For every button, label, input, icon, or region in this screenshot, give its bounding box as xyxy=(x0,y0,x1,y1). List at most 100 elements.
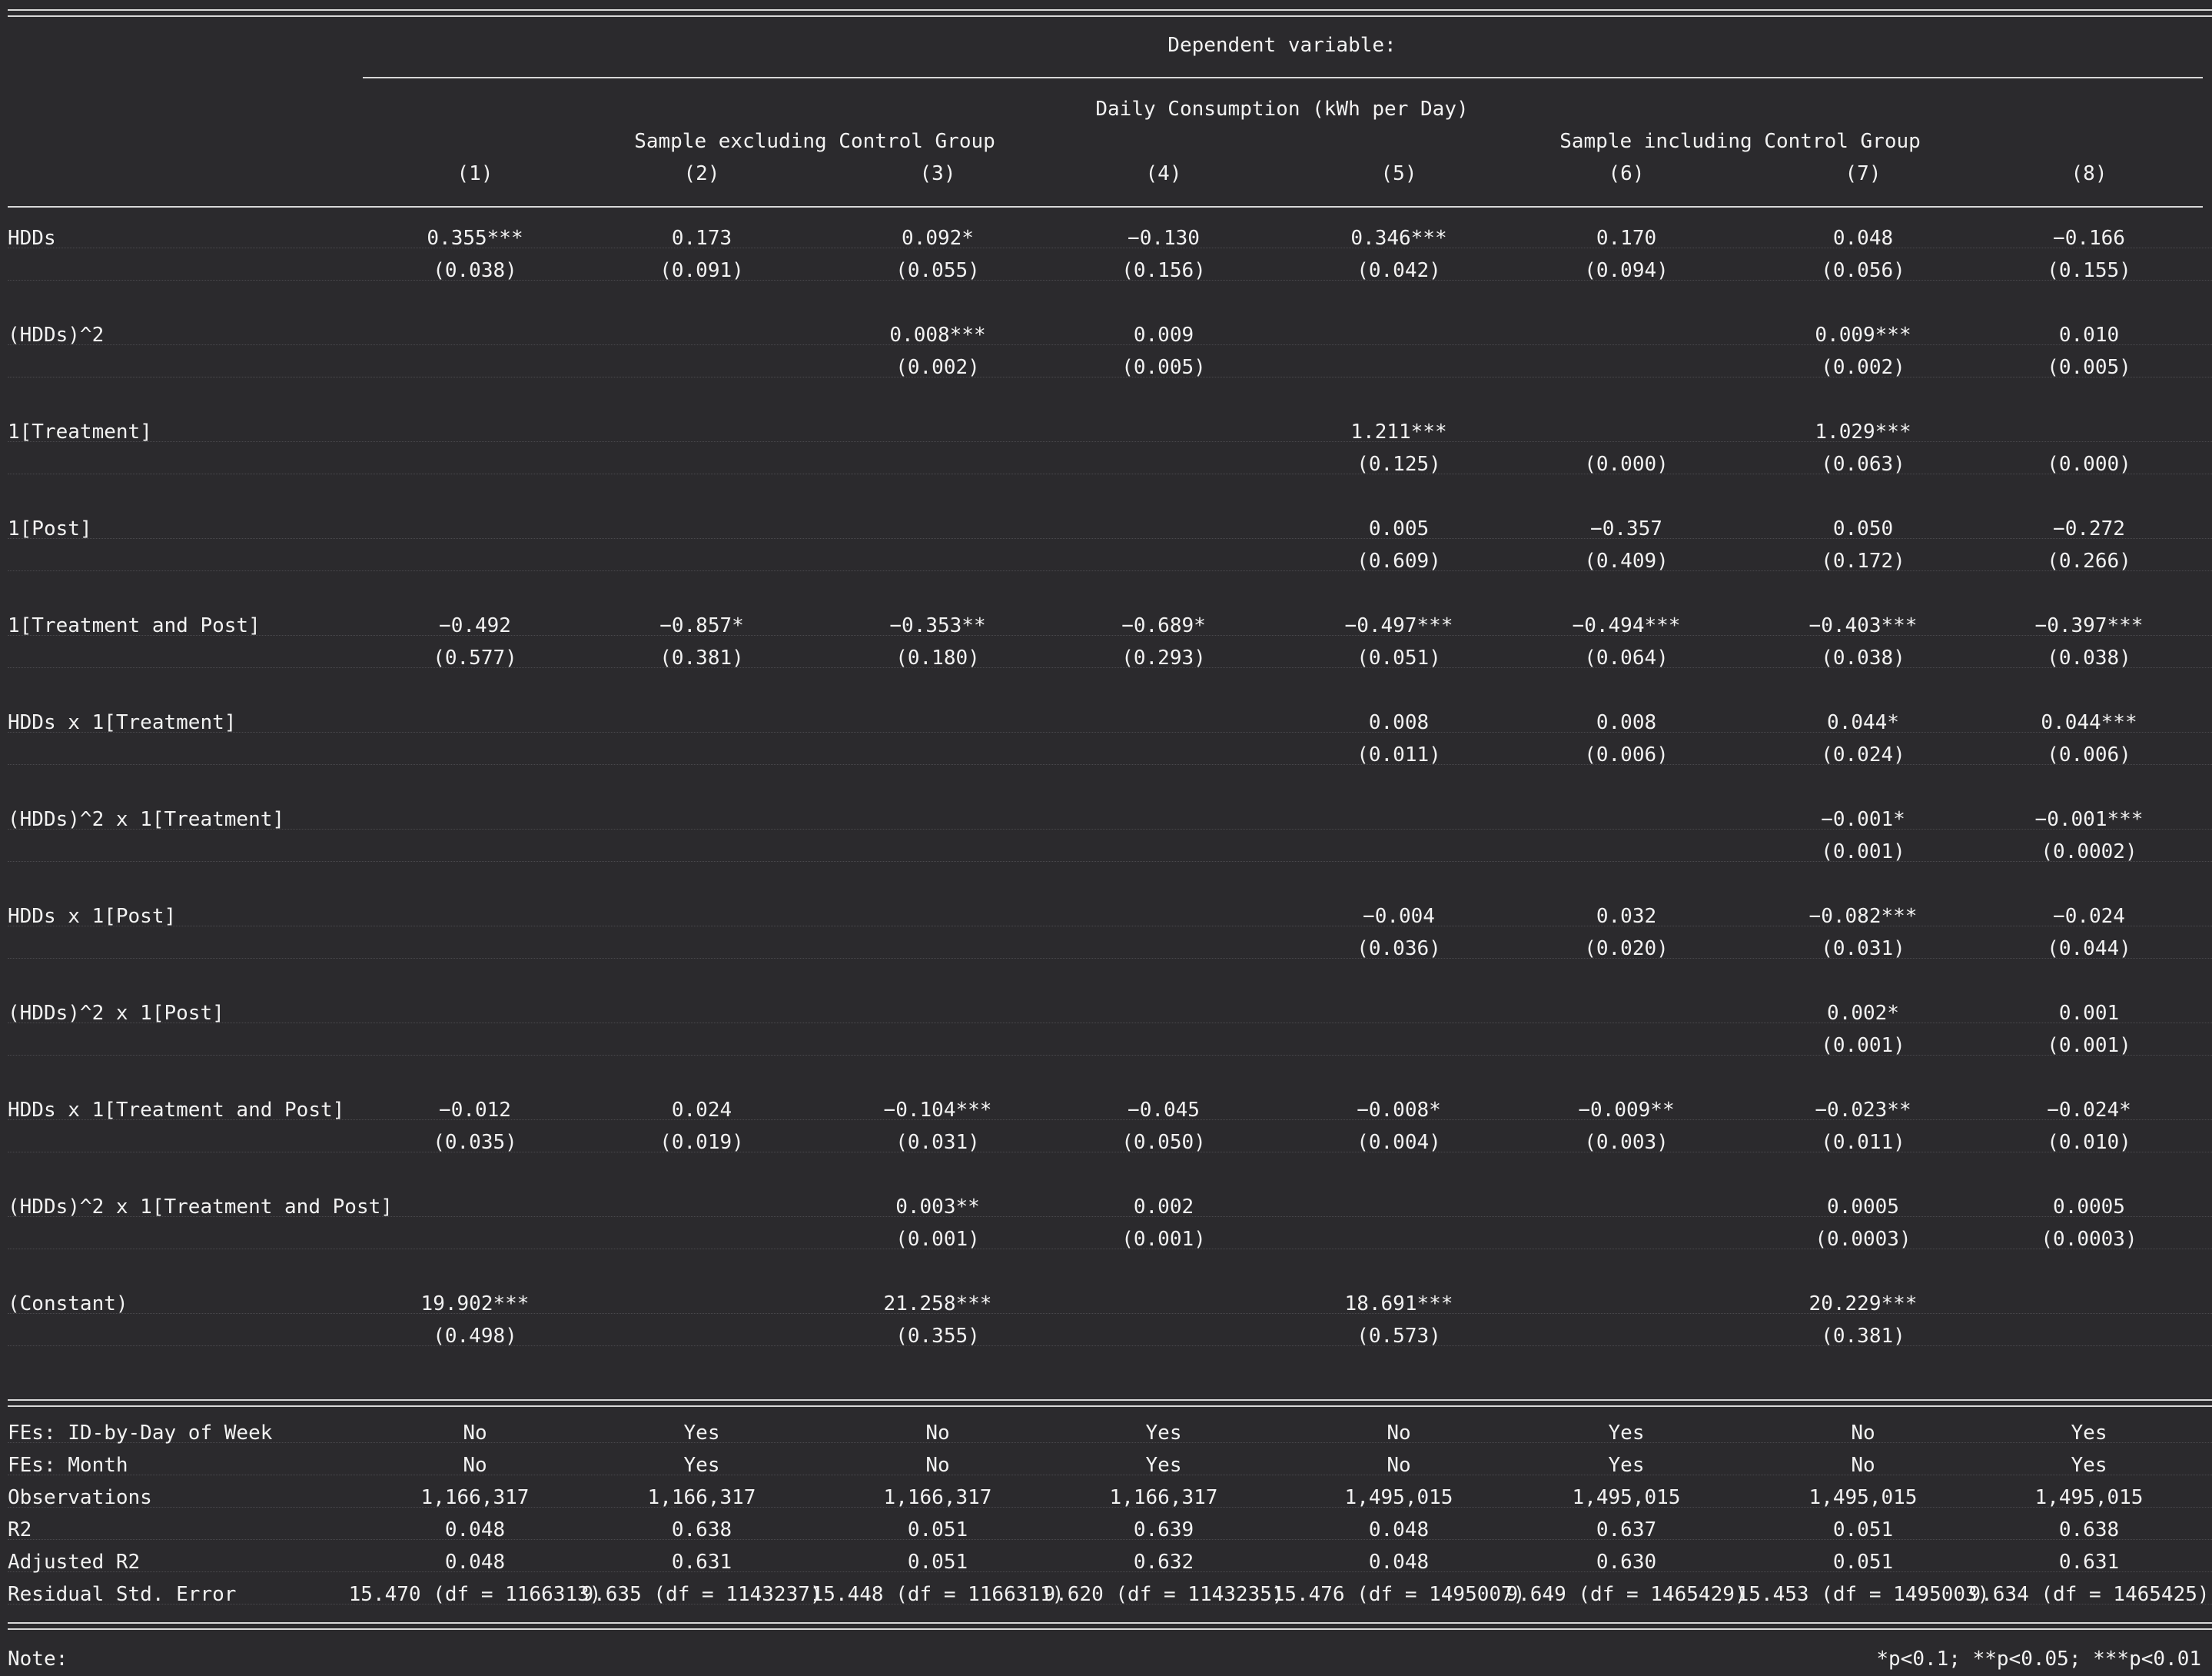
coefficient-label: HDDs x 1[Post] xyxy=(8,905,177,928)
coefficient-label: (HDDs)^2 x 1[Post] xyxy=(8,1002,224,1025)
standard-error: (0.055) xyxy=(895,259,980,282)
statistic-value: 1,495,015 xyxy=(2034,1486,2144,1509)
coefficient-estimate: 0.355*** xyxy=(427,227,523,250)
statistic-value: Yes xyxy=(1608,1422,1645,1445)
standard-error: (0.038) xyxy=(433,259,517,282)
coefficient-estimate: 1.211*** xyxy=(1350,421,1447,444)
standard-error: (0.0003) xyxy=(1815,1228,1911,1251)
coefficient-label: HDDs x 1[Treatment and Post] xyxy=(8,1099,345,1122)
row-guide xyxy=(8,764,2212,765)
statistic-value: 1,166,317 xyxy=(647,1486,756,1509)
coefficient-label: 1[Treatment and Post] xyxy=(8,614,261,637)
standard-error: (0.042) xyxy=(1357,259,1441,282)
statistic-value: Yes xyxy=(1145,1422,1182,1445)
coefficient-estimate: −0.004 xyxy=(1363,905,1435,928)
standard-error: (0.091) xyxy=(659,259,744,282)
standard-error: (0.002) xyxy=(895,356,980,379)
statistic-value: No xyxy=(463,1454,487,1477)
statistic-value: 0.048 xyxy=(1368,1551,1430,1574)
coefficient-estimate: 0.044* xyxy=(1827,711,1899,734)
row-guide xyxy=(8,635,2212,636)
standard-error: (0.155) xyxy=(2047,259,2131,282)
dependent-variable-label: Dependent variable: xyxy=(1167,34,1397,57)
dependent-variable-rule xyxy=(363,77,2203,78)
coefficient-estimate: 0.002 xyxy=(1133,1195,1194,1219)
standard-error: (0.011) xyxy=(1357,743,1441,767)
statistic-value: 0.051 xyxy=(907,1518,968,1541)
row-guide xyxy=(8,829,2212,830)
coefficient-label: (HDDs)^2 x 1[Treatment] xyxy=(8,808,285,831)
statistic-value: No xyxy=(1387,1422,1411,1445)
statistic-label: FEs: Month xyxy=(8,1454,128,1477)
standard-error: (0.001) xyxy=(1821,1034,1905,1057)
standard-error: (0.010) xyxy=(2047,1131,2131,1154)
statistic-label: Observations xyxy=(8,1486,152,1509)
standard-error: (0.050) xyxy=(1121,1131,1206,1154)
standard-error: (0.036) xyxy=(1357,937,1441,960)
coefficient-estimate: 0.002* xyxy=(1827,1002,1899,1025)
coefficient-estimate: 0.050 xyxy=(1832,517,1894,540)
coefficient-estimate: −0.353** xyxy=(889,614,986,637)
column-number: (7) xyxy=(1845,162,1882,185)
standard-error: (0.038) xyxy=(2047,647,2131,670)
statistic-value: 1,166,317 xyxy=(1109,1486,1218,1509)
column-number: (3) xyxy=(919,162,956,185)
column-number: (8) xyxy=(2071,162,2107,185)
standard-error: (0.180) xyxy=(895,647,980,670)
coefficient-label: 1[Treatment] xyxy=(8,421,152,444)
coefficient-estimate: 1.029*** xyxy=(1815,421,1911,444)
coefficient-label: (HDDs)^2 xyxy=(8,324,105,347)
row-guide xyxy=(8,538,2212,539)
standard-error: (0.381) xyxy=(1821,1325,1905,1348)
statistic-value: 0.637 xyxy=(1596,1518,1657,1541)
standard-error: (0.381) xyxy=(659,647,744,670)
standard-error: (0.005) xyxy=(1121,356,1206,379)
row-guide xyxy=(8,570,2212,571)
statistic-value: No xyxy=(1851,1454,1875,1477)
coefficient-estimate: −0.492 xyxy=(439,614,511,637)
statistic-label: Adjusted R2 xyxy=(8,1551,141,1574)
statistic-value: 0.639 xyxy=(1133,1518,1194,1541)
column-number: (6) xyxy=(1608,162,1645,185)
row-guide xyxy=(8,958,2212,959)
coefficient-estimate: 0.0005 xyxy=(1827,1195,1899,1219)
standard-error: (0.019) xyxy=(659,1131,744,1154)
statistic-value: 0.051 xyxy=(1832,1551,1894,1574)
standard-error: (0.001) xyxy=(895,1228,980,1251)
coefficient-estimate: −0.130 xyxy=(1128,227,1200,250)
standard-error: (0.020) xyxy=(1584,937,1669,960)
row-guide xyxy=(8,732,2212,733)
standard-error: (0.006) xyxy=(1584,743,1669,767)
standard-error: (0.000) xyxy=(2047,453,2131,476)
coefficient-estimate: 0.044*** xyxy=(2041,711,2137,734)
coefficient-estimate: 0.005 xyxy=(1368,517,1430,540)
standard-error: (0.577) xyxy=(433,647,517,670)
statistic-value: 1,495,015 xyxy=(1344,1486,1453,1509)
row-guide xyxy=(8,280,2212,281)
statistic-value: 9.634 (df = 1465425) xyxy=(1968,1583,2210,1606)
coefficient-label: (Constant) xyxy=(8,1292,128,1315)
coefficient-estimate: −0.024 xyxy=(2053,905,2125,928)
statistic-value: 0.051 xyxy=(907,1551,968,1574)
coefficient-estimate: −0.497*** xyxy=(1344,614,1453,637)
row-guide xyxy=(8,1571,2212,1572)
statistic-label: Residual Std. Error xyxy=(8,1583,237,1606)
row-guide xyxy=(8,1539,2212,1540)
standard-error: (0.038) xyxy=(1821,647,1905,670)
standard-error: (0.409) xyxy=(1584,550,1669,573)
standard-error: (0.035) xyxy=(433,1131,517,1154)
coefficient-estimate: 0.170 xyxy=(1596,227,1657,250)
standard-error: (0.355) xyxy=(895,1325,980,1348)
statistic-label: R2 xyxy=(8,1518,32,1541)
statistic-value: 0.638 xyxy=(671,1518,732,1541)
header-rule xyxy=(8,206,2203,208)
row-guide xyxy=(8,667,2212,668)
statistic-value: 0.631 xyxy=(671,1551,732,1574)
coefficient-estimate: −0.689* xyxy=(1121,614,1206,637)
statistic-value: Yes xyxy=(683,1422,720,1445)
coefficient-estimate: 0.008 xyxy=(1596,711,1657,734)
coefficient-estimate: 0.0005 xyxy=(2053,1195,2125,1219)
standard-error: (0.044) xyxy=(2047,937,2131,960)
coefficient-estimate: 0.024 xyxy=(671,1099,732,1122)
statistic-value: 9.635 (df = 1143237) xyxy=(581,1583,822,1606)
